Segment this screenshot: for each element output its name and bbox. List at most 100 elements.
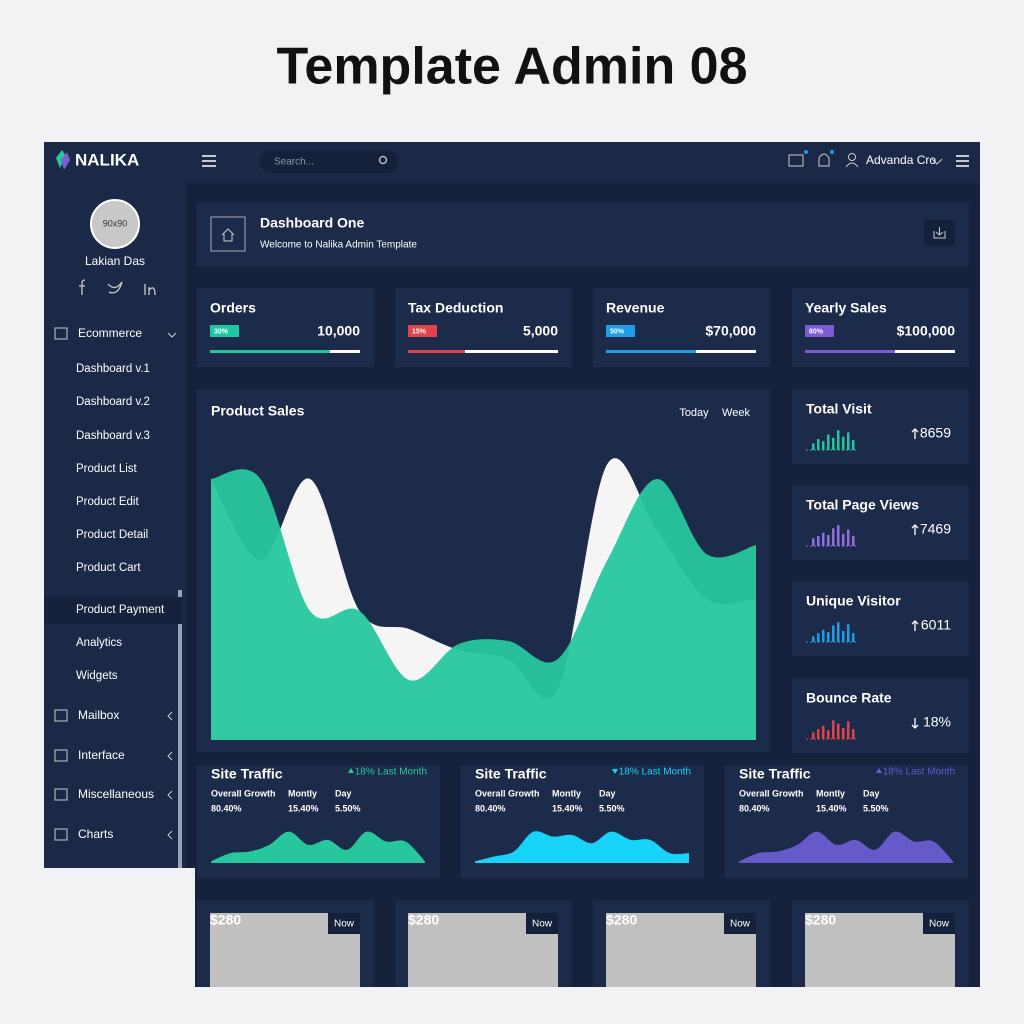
top-bar: [44, 142, 980, 183]
menu-item[interactable]: Widgets: [76, 670, 118, 682]
progress-track: [408, 350, 558, 353]
product-badge[interactable]: [923, 913, 955, 934]
menu-label[interactable]: Ecommerce: [78, 326, 142, 340]
spark-bar: [817, 633, 820, 642]
menu-icon: [54, 709, 68, 722]
social-icons[interactable]: [79, 279, 156, 296]
mini-card: [792, 581, 969, 656]
spark-bar: [837, 622, 840, 642]
spark-bar: [817, 439, 820, 450]
product-badge-text[interactable]: Now: [730, 919, 751, 930]
trend-icon: [911, 620, 919, 631]
home-box: [210, 216, 246, 252]
product-badge-text[interactable]: Now: [334, 919, 355, 930]
stat-title: Yearly Sales: [805, 300, 887, 316]
bell-icon[interactable]: [818, 153, 830, 167]
area: [739, 831, 953, 863]
mini-title: Unique Visitor: [806, 593, 901, 609]
trend-icon: [612, 769, 618, 774]
menu-icon: [54, 327, 68, 340]
spark-bar: [827, 535, 830, 546]
stat-title: Revenue: [606, 300, 665, 316]
mini-card: [792, 389, 969, 464]
traffic-label: Day: [863, 788, 880, 798]
product-badge[interactable]: [526, 913, 558, 934]
menu-label[interactable]: Mailbox: [78, 708, 119, 722]
spark-bar: [847, 721, 850, 739]
spark-bar: [812, 538, 815, 546]
area: [475, 831, 689, 863]
spark-bar: [842, 533, 845, 546]
traffic-label: Montly: [552, 788, 581, 798]
logo-icon: [61, 152, 70, 170]
menu-toggle[interactable]: [202, 155, 216, 167]
traffic-title: Site Traffic: [211, 766, 283, 782]
page-header: [197, 203, 969, 267]
menu-item[interactable]: Dashboard v.3: [76, 430, 150, 442]
spark-bar: [812, 443, 815, 450]
chevron: [931, 158, 943, 165]
spark-bar: [827, 632, 830, 642]
user-icon: [845, 162, 859, 168]
mail-icon[interactable]: [788, 154, 804, 167]
mini-value: 8659: [920, 425, 951, 441]
home-icon: [221, 228, 235, 242]
spark-bar: [822, 725, 825, 739]
mini-value: 18%: [923, 714, 951, 730]
tab[interactable]: Week: [722, 407, 750, 419]
menu-item[interactable]: Product Cart: [76, 562, 141, 574]
menu-item[interactable]: Product Detail: [76, 529, 148, 541]
spark-bar: [842, 436, 845, 450]
stat-badge: [408, 325, 437, 337]
user-name[interactable]: Advanda Cro: [866, 153, 936, 167]
card-title: Product Sales: [211, 403, 305, 419]
spark-bar: [852, 729, 855, 739]
product-badge-text[interactable]: Now: [532, 919, 553, 930]
mini-title: Total Page Views: [806, 497, 919, 513]
stat-badge: [805, 325, 834, 337]
mini-value: 7469: [920, 521, 951, 537]
stat-title: Orders: [210, 300, 256, 316]
trend-icon: [911, 524, 919, 535]
menu-label[interactable]: Interface: [78, 748, 125, 762]
menu-item[interactable]: Product List: [76, 463, 138, 475]
progress-fill: [606, 350, 696, 353]
stat-value: $100,000: [897, 323, 956, 339]
page-title: Template Admin 08: [277, 38, 748, 96]
trend-icon: [876, 768, 882, 773]
product-badge[interactable]: [724, 913, 756, 934]
brand: NALIKA: [75, 150, 139, 169]
product-badge-text[interactable]: Now: [929, 919, 950, 930]
search-placeholder[interactable]: Search...: [274, 157, 314, 168]
spark-bar: [837, 430, 840, 450]
spark-bar: [832, 625, 835, 642]
options-toggle[interactable]: [956, 155, 969, 167]
spark-bar: [817, 536, 820, 546]
stat-badge-text: 50%: [610, 328, 625, 335]
menu-item[interactable]: Analytics: [76, 637, 122, 649]
stat-value: 10,000: [317, 323, 360, 339]
spark-bar: [812, 636, 815, 642]
chevron: [167, 711, 173, 721]
traffic-value: 80.40%: [475, 803, 506, 813]
menu-label[interactable]: Miscellaneous: [78, 787, 154, 801]
traffic-change: 18% Last Month: [619, 767, 691, 778]
spark-bar: [847, 529, 850, 546]
user-icon: [848, 153, 856, 161]
menu-label[interactable]: Charts: [78, 827, 113, 841]
search-box[interactable]: [260, 150, 398, 173]
product-badge[interactable]: [328, 913, 360, 934]
menu-item[interactable]: Dashboard v.1: [76, 363, 150, 375]
spark-bar: [837, 723, 840, 739]
menu-item[interactable]: Product Edit: [76, 496, 139, 508]
mini-title: Total Visit: [806, 401, 872, 417]
notify-dot: [804, 150, 808, 154]
spark-bar: [832, 528, 835, 546]
menu-item[interactable]: Dashboard v.2: [76, 396, 150, 408]
stat-title: Tax Deduction: [408, 300, 503, 316]
traffic-value: 15.40%: [816, 803, 847, 813]
mini-card: [792, 678, 969, 753]
menu-item[interactable]: Product Payment: [76, 604, 165, 616]
tab[interactable]: Today: [679, 407, 709, 419]
